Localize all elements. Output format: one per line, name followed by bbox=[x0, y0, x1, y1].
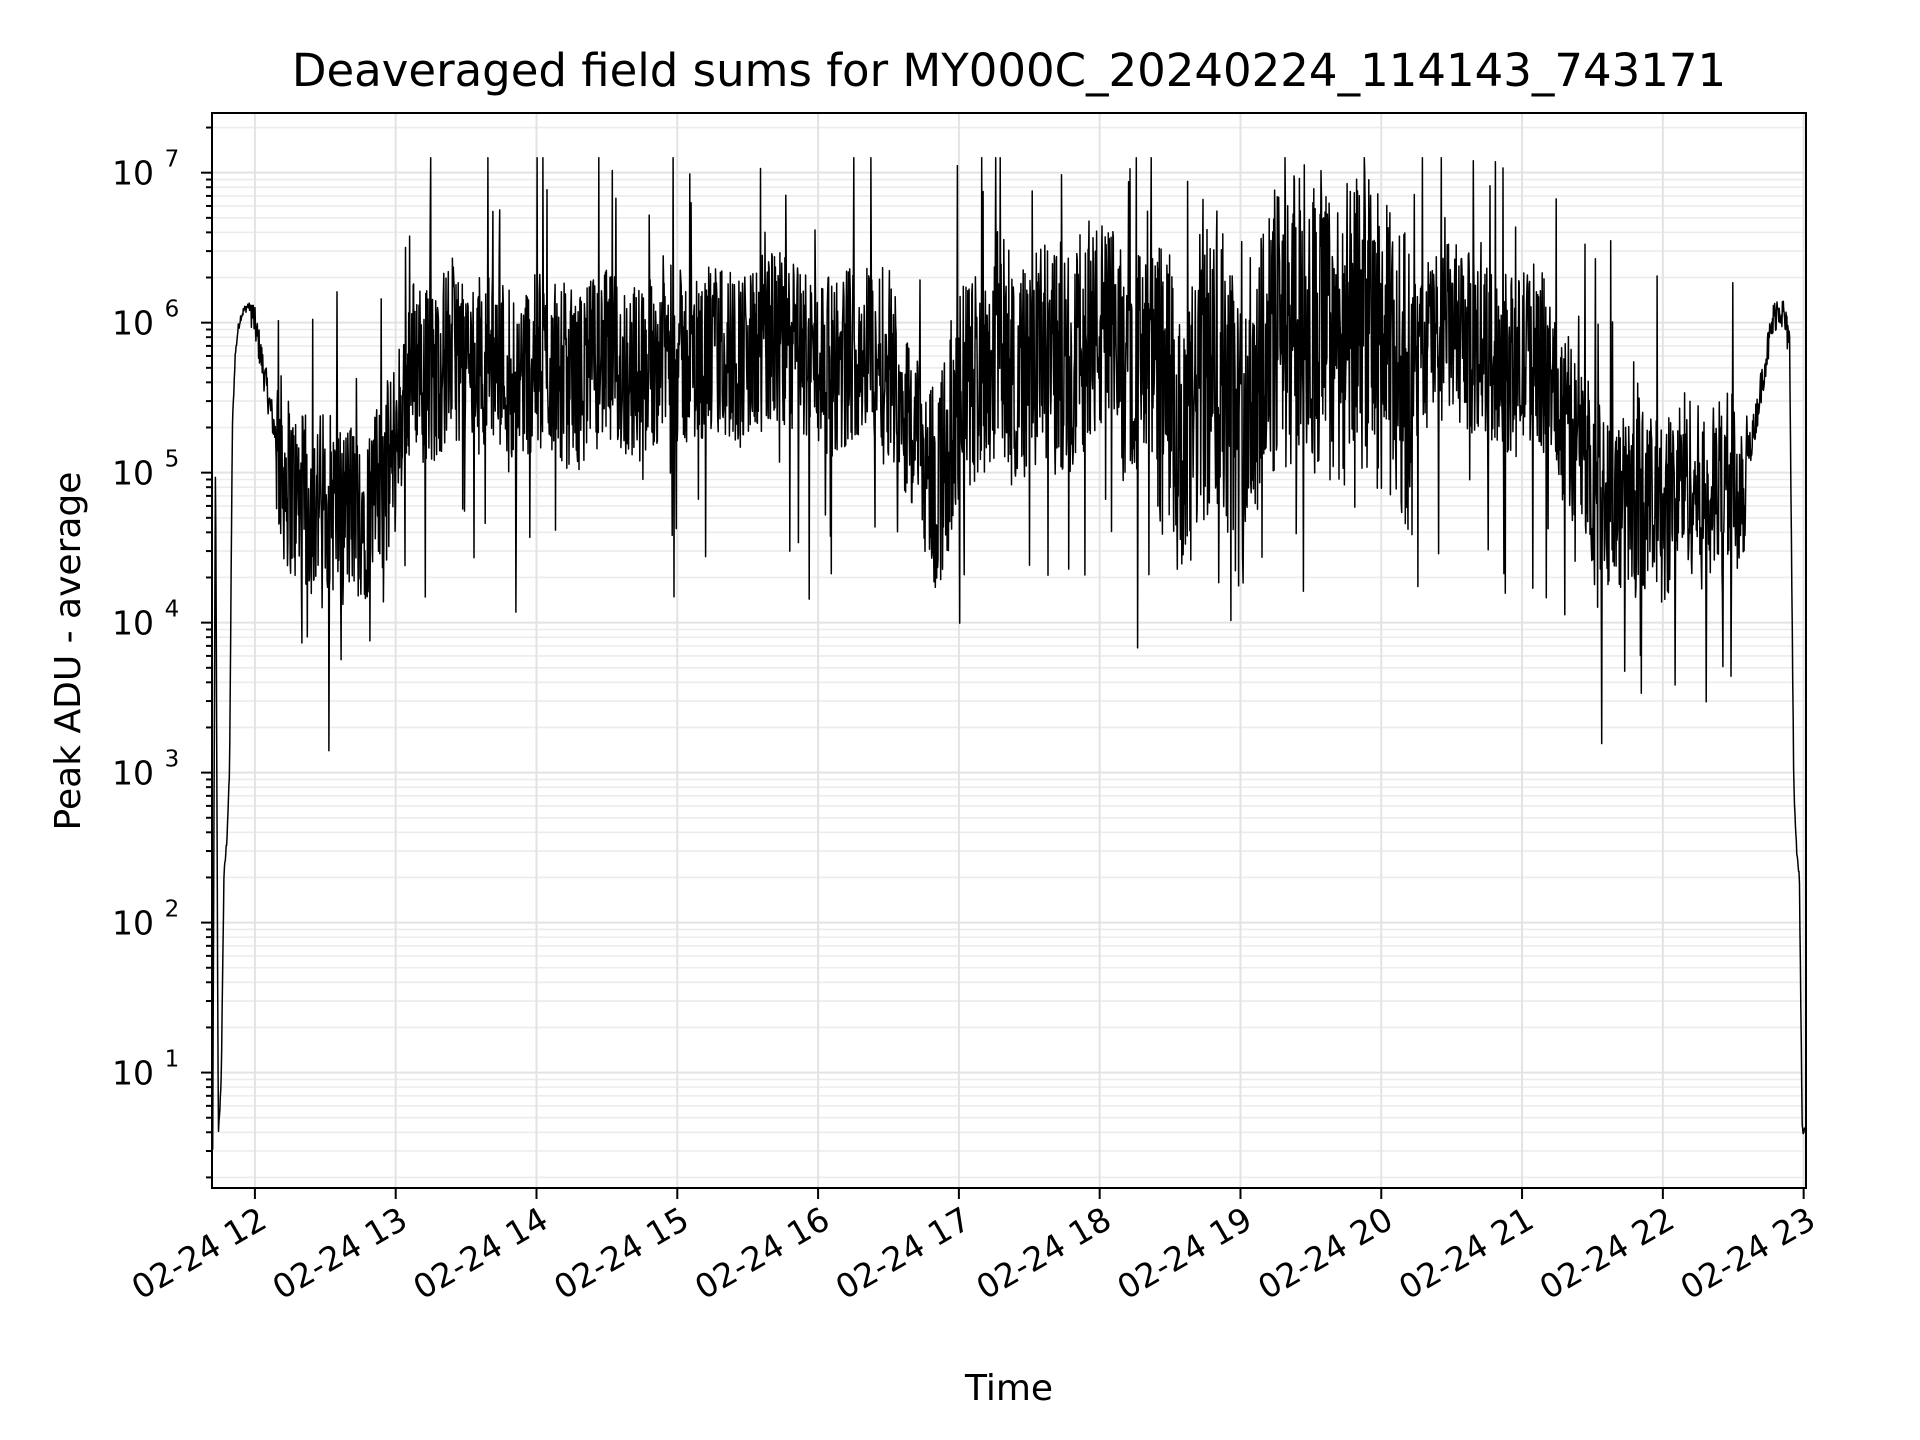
y-tick-exponent: 1 bbox=[165, 1047, 180, 1073]
y-tick-label: 10 bbox=[112, 904, 154, 943]
y-tick-exponent: 2 bbox=[165, 897, 180, 923]
y-tick-label: 10 bbox=[112, 754, 154, 793]
y-tick-label: 10 bbox=[112, 604, 154, 643]
grid bbox=[212, 113, 1806, 1188]
series-layer bbox=[212, 156, 1806, 1150]
y-tick-exponent: 3 bbox=[165, 747, 180, 773]
y-tick-base: 10 bbox=[112, 904, 154, 943]
x-axis-label: Time bbox=[964, 1368, 1053, 1409]
y-tick-label: 10 bbox=[112, 304, 154, 343]
y-tick-base: 10 bbox=[112, 154, 154, 193]
y-tick-label: 10 bbox=[112, 154, 154, 193]
y-tick-base: 10 bbox=[112, 754, 154, 793]
y-tick-exponent: 7 bbox=[165, 147, 180, 173]
y-tick-base: 10 bbox=[112, 454, 154, 493]
y-tick-base: 10 bbox=[112, 1054, 154, 1093]
y-tick-label: 10 bbox=[112, 454, 154, 493]
y-tick-label: 10 bbox=[112, 1054, 154, 1093]
y-tick-base: 10 bbox=[112, 304, 154, 343]
y-axis-label: Peak ADU - average bbox=[48, 472, 89, 831]
y-tick-exponent: 5 bbox=[165, 447, 180, 473]
series-line bbox=[212, 156, 1806, 1150]
y-tick-exponent: 4 bbox=[165, 597, 180, 623]
y-tick-exponent: 6 bbox=[165, 297, 180, 323]
y-tick-base: 10 bbox=[112, 604, 154, 643]
plot-frame bbox=[211, 112, 1807, 1189]
chart-title: Deaveraged field sums for MY000C_2024022… bbox=[292, 44, 1726, 97]
